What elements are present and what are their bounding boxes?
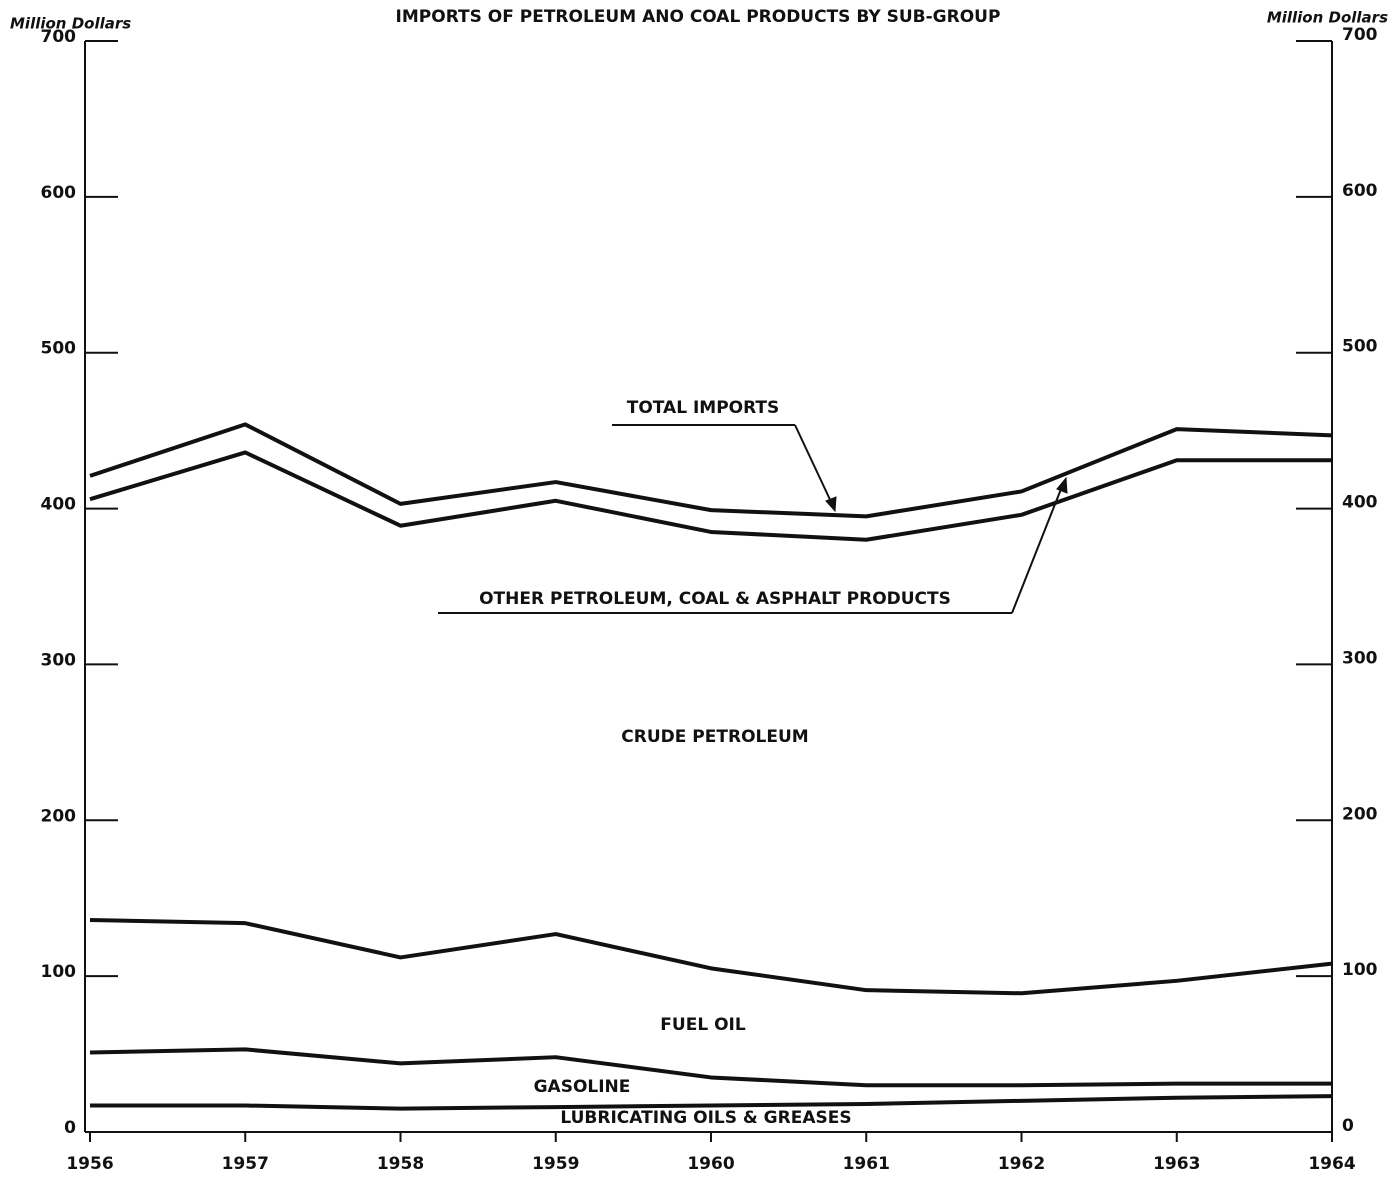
- y2-axis-label: Million Dollars: [1267, 9, 1388, 27]
- arrow-head: [1056, 476, 1068, 494]
- series-label: CRUDE PETROLEUM: [621, 727, 808, 747]
- series-line: [89, 422, 1333, 519]
- series-label: GASOLINE: [534, 1077, 631, 1097]
- y-tick-label: 200: [41, 806, 77, 826]
- x-tick-label: 1963: [1153, 1154, 1200, 1174]
- annotation: TOTAL IMPORTS: [627, 398, 780, 418]
- series-label: OTHER PETROLEUM, COAL & ASPHALT PRODUCTS: [479, 589, 951, 609]
- y-axis-label: Million Dollars: [10, 15, 131, 33]
- y-tick-label: 600: [41, 183, 77, 203]
- y-tick-label: 700: [41, 27, 77, 47]
- leader-arrow: [1011, 483, 1064, 614]
- chart-title: IMPORTS OF PETROLEUM ANO COAL PRODUCTS B…: [396, 7, 1001, 27]
- x-tick-label: 1960: [687, 1154, 734, 1174]
- series-label: FUEL OIL: [660, 1015, 746, 1035]
- y2-tick-label: 100: [1342, 960, 1378, 980]
- x-tick-label: 1958: [377, 1154, 424, 1174]
- x-tick-label: 1956: [66, 1154, 113, 1174]
- y2-tick-label: 300: [1342, 648, 1378, 668]
- series-line: [89, 918, 1333, 996]
- y-tick-label: 400: [41, 495, 77, 515]
- x-tick-label: 1957: [222, 1154, 269, 1174]
- y2-tick-label: 500: [1342, 337, 1378, 357]
- leader-arrow: [794, 424, 834, 507]
- series-line: [89, 1047, 1332, 1088]
- x-tick-label: 1959: [532, 1154, 579, 1174]
- y-tick-label: 300: [41, 650, 77, 670]
- x-tick-label: 1964: [1308, 1154, 1355, 1174]
- series-line: [89, 450, 1332, 542]
- y2-tick-label: 700: [1342, 25, 1378, 45]
- y-tick-label: 100: [41, 962, 77, 982]
- y-tick-label: 0: [64, 1118, 76, 1138]
- series-line: [90, 1094, 1333, 1111]
- y-tick-label: 500: [41, 339, 77, 359]
- y2-tick-label: 0: [1342, 1116, 1354, 1136]
- y2-tick-label: 200: [1342, 804, 1378, 824]
- series-label: LUBRICATING OILS & GREASES: [560, 1108, 851, 1128]
- y2-tick-label: 400: [1342, 493, 1378, 513]
- arrow-head: [825, 496, 837, 513]
- y2-tick-label: 600: [1342, 181, 1378, 201]
- x-tick-label: 1961: [843, 1154, 890, 1174]
- x-tick-label: 1962: [998, 1154, 1045, 1174]
